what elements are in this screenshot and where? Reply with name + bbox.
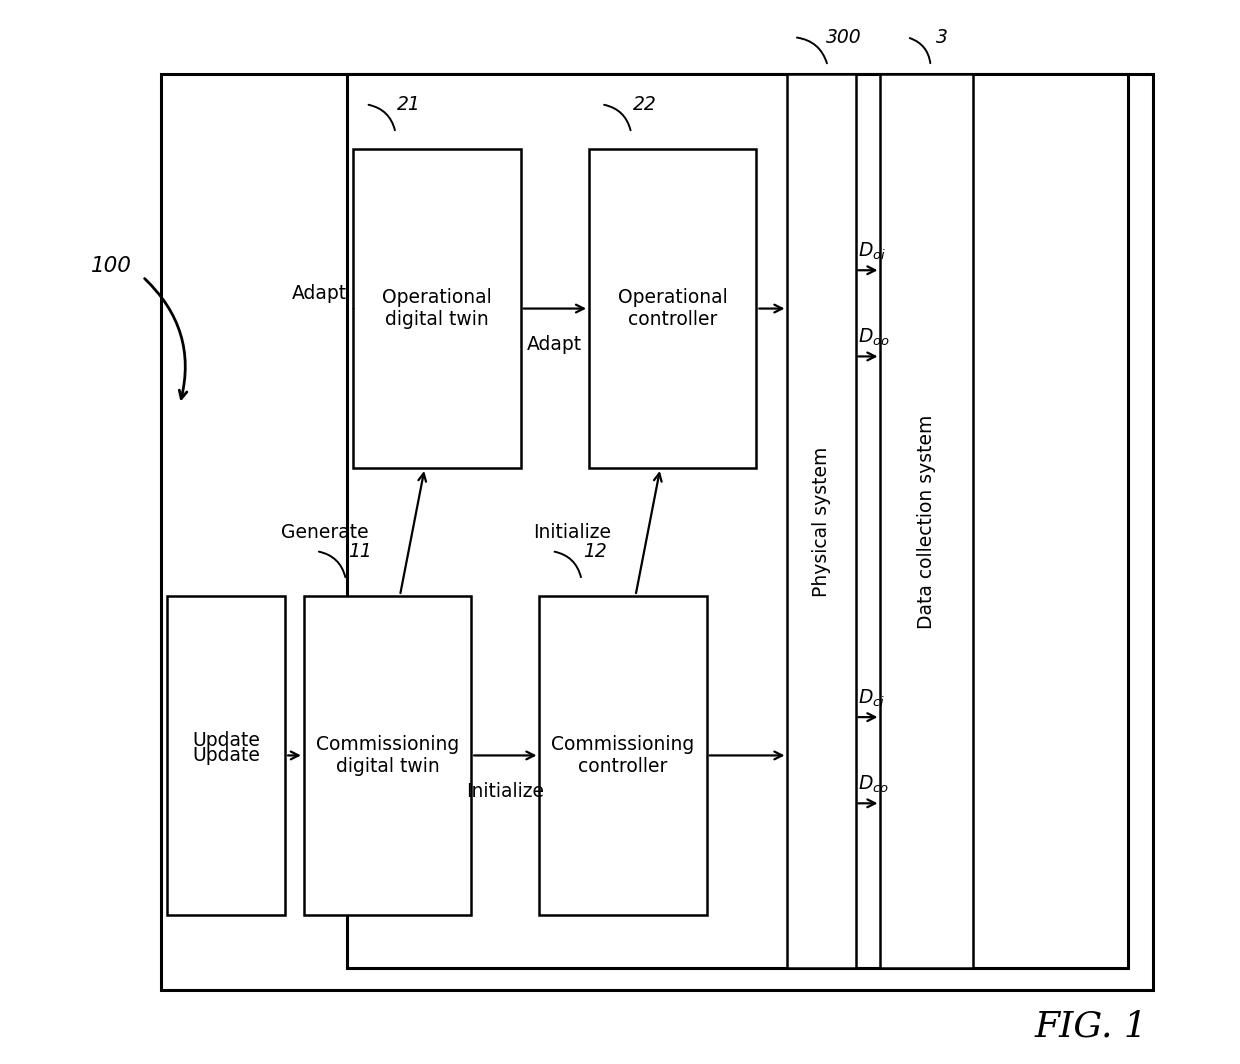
Text: 3: 3 xyxy=(936,28,947,47)
Text: Commissioning
controller: Commissioning controller xyxy=(552,735,694,776)
Text: $D_{co}$: $D_{co}$ xyxy=(858,774,889,795)
Bar xyxy=(539,596,707,915)
Text: Generate: Generate xyxy=(281,522,370,542)
Text: Initialize: Initialize xyxy=(533,522,610,542)
Bar xyxy=(787,74,856,968)
Text: 21: 21 xyxy=(397,95,422,114)
Bar xyxy=(167,596,285,915)
Text: $D_{ci}$: $D_{ci}$ xyxy=(858,687,885,709)
Text: Update: Update xyxy=(192,746,260,765)
Text: Operational
controller: Operational controller xyxy=(618,288,728,329)
Text: $D_{oo}$: $D_{oo}$ xyxy=(858,327,890,348)
Text: Physical system: Physical system xyxy=(812,446,831,597)
Bar xyxy=(353,149,521,468)
Text: 100: 100 xyxy=(92,256,131,276)
Text: $D_{oi}$: $D_{oi}$ xyxy=(858,240,887,262)
Text: Adapt: Adapt xyxy=(527,335,583,354)
Text: 22: 22 xyxy=(632,95,657,114)
Text: 300: 300 xyxy=(826,28,862,47)
Bar xyxy=(589,149,756,468)
Text: FIG. 1: FIG. 1 xyxy=(1034,1010,1148,1044)
Text: Operational
digital twin: Operational digital twin xyxy=(382,288,492,329)
Text: Adapt: Adapt xyxy=(293,284,347,303)
Text: Commissioning
digital twin: Commissioning digital twin xyxy=(316,735,459,776)
Text: Update: Update xyxy=(192,731,260,750)
Bar xyxy=(161,74,1153,990)
Bar xyxy=(880,74,973,968)
Bar xyxy=(304,596,471,915)
Bar xyxy=(347,74,1128,968)
Text: 11: 11 xyxy=(347,542,372,561)
Text: Initialize: Initialize xyxy=(466,782,544,801)
Text: Data collection system: Data collection system xyxy=(918,414,936,629)
Text: 12: 12 xyxy=(583,542,608,561)
